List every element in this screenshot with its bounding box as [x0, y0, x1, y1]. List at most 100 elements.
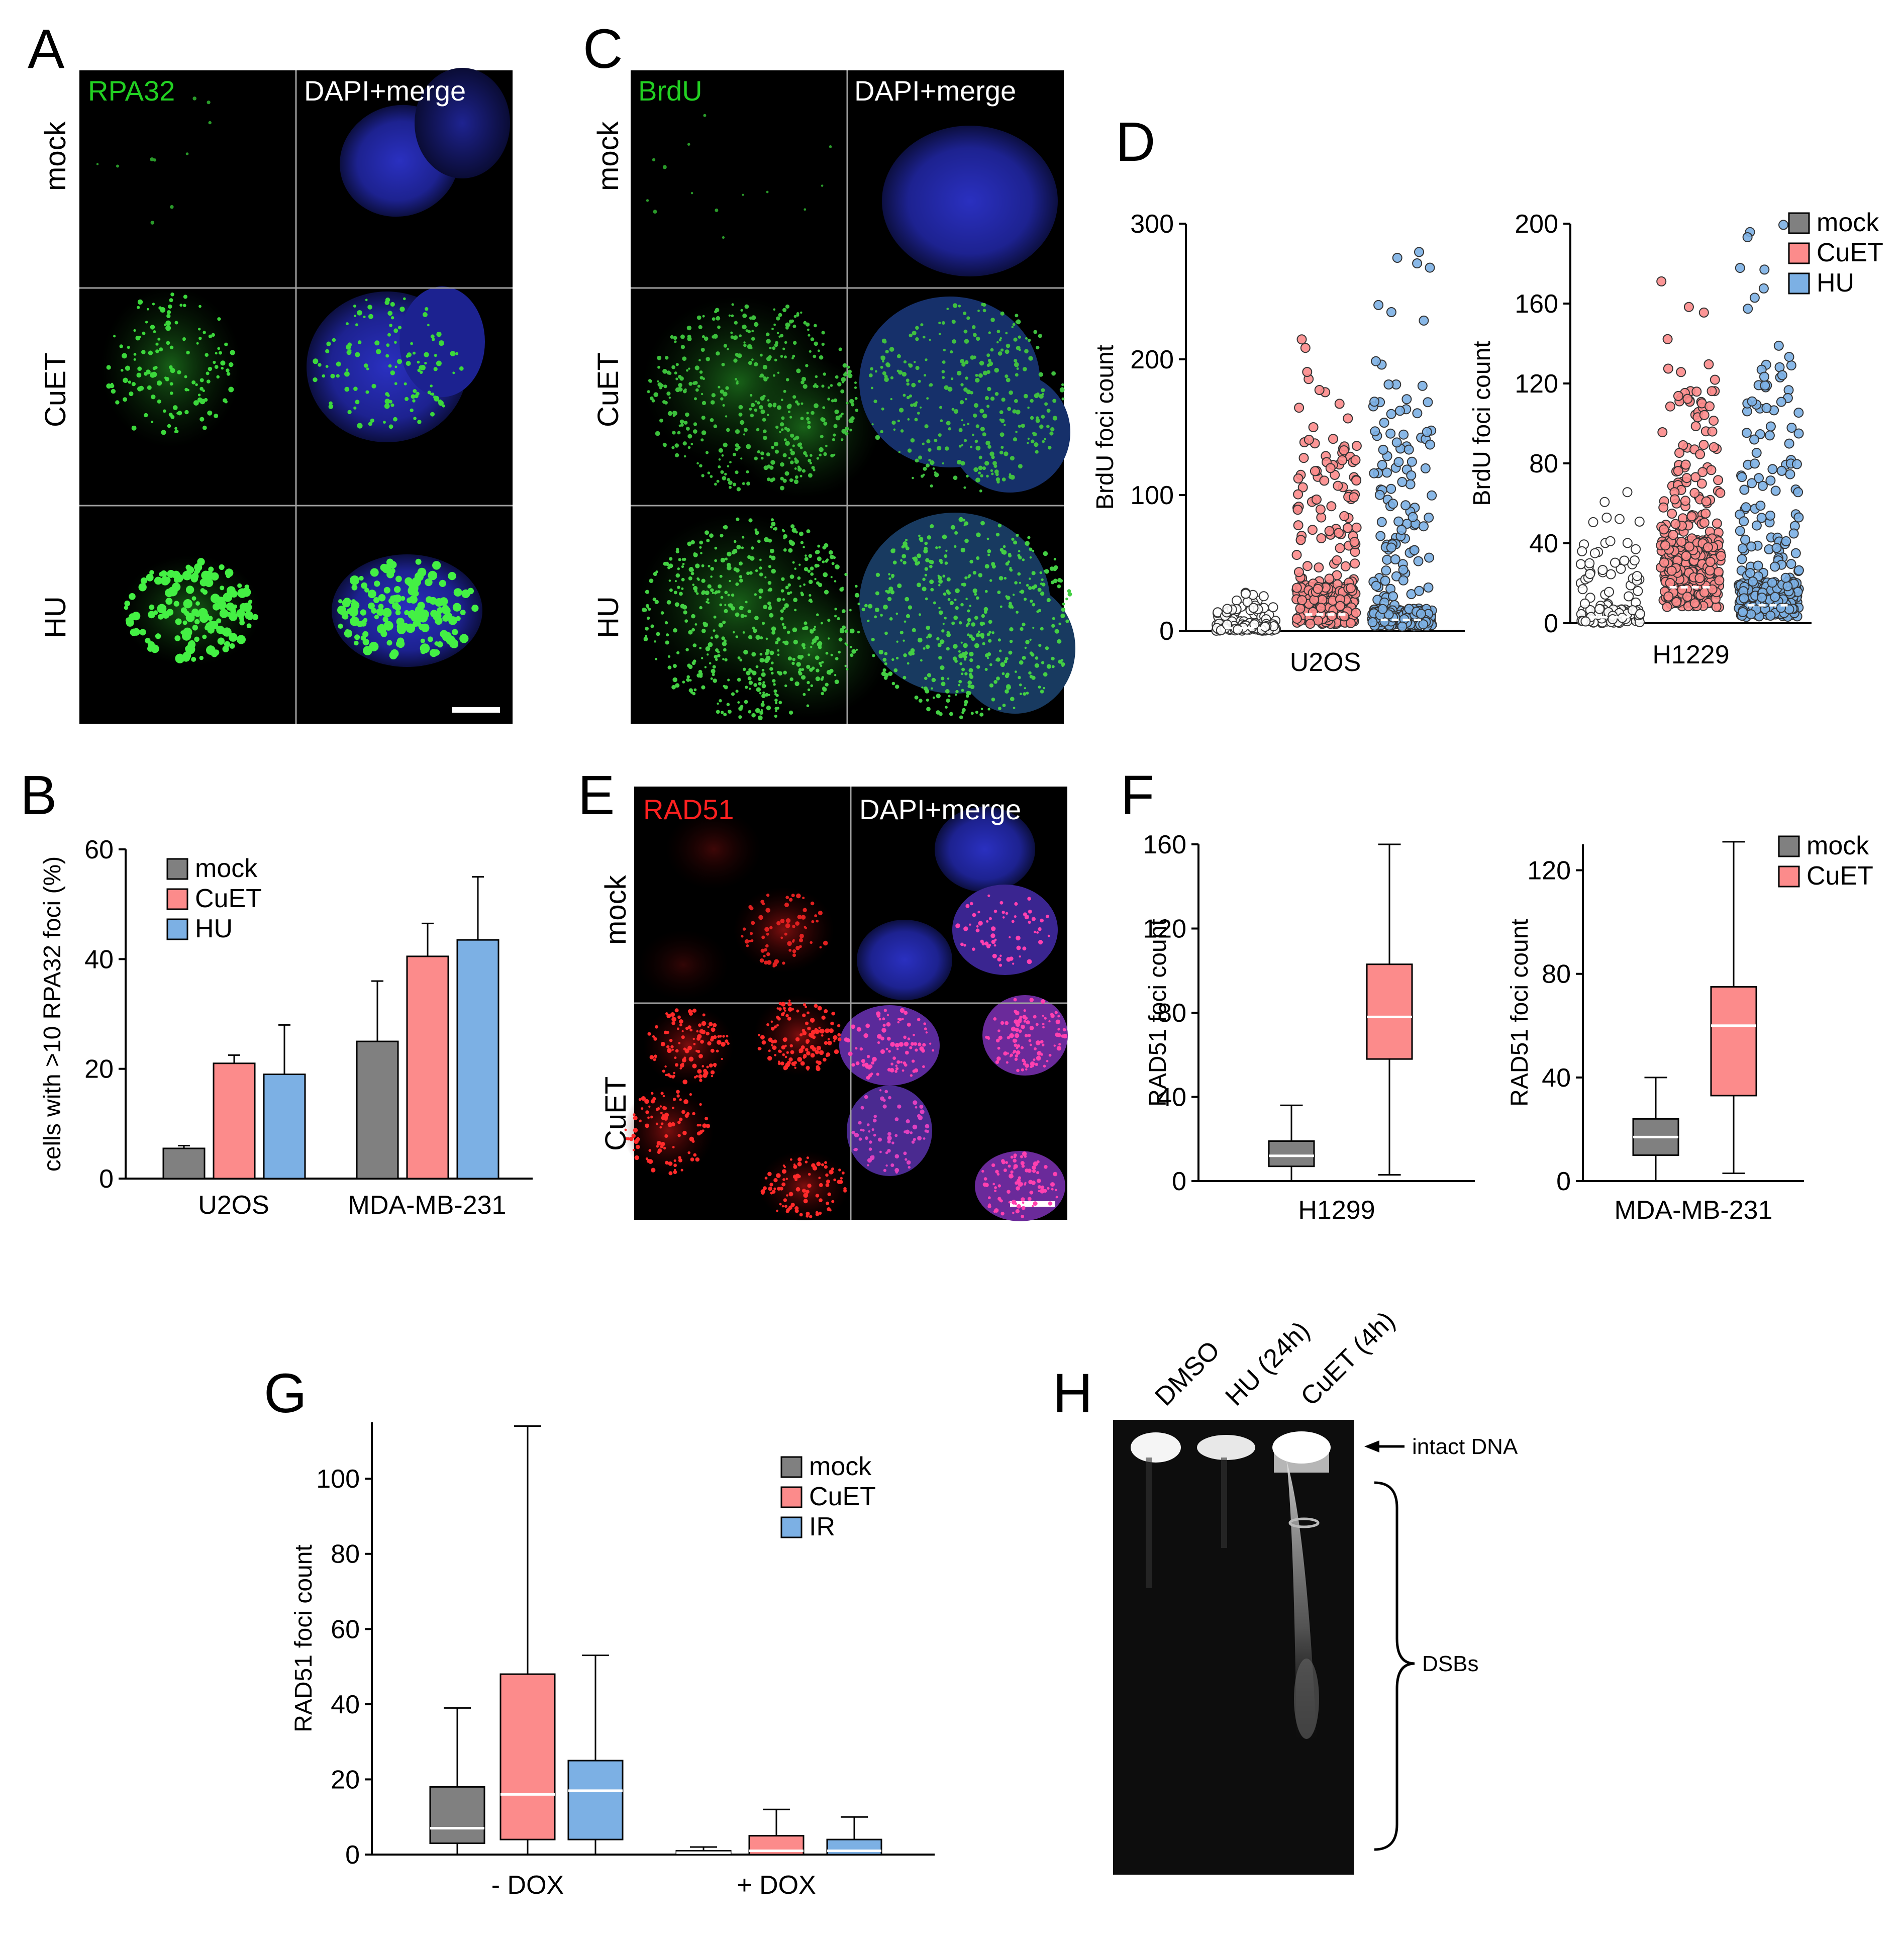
focus-dot — [819, 661, 822, 665]
data-point — [1346, 618, 1356, 628]
focus-dot — [846, 1038, 851, 1043]
focus-dot — [182, 337, 186, 341]
focus-dot — [986, 370, 990, 374]
focus-dot — [662, 369, 667, 374]
focus-dot — [922, 587, 927, 592]
focus-dot — [711, 1027, 716, 1032]
y-tick-label: 40 — [84, 945, 114, 974]
focus-dot — [901, 372, 907, 377]
focus-dot — [424, 352, 429, 357]
focus-dot — [384, 399, 390, 404]
focus-dot — [728, 603, 731, 607]
focus-dot — [1037, 1185, 1042, 1189]
data-point — [1793, 565, 1804, 575]
focus-dot — [759, 958, 764, 963]
focus-dot — [971, 325, 976, 329]
focus-dot — [1036, 931, 1039, 934]
focus-dot — [883, 1009, 887, 1012]
focus-dot — [883, 605, 888, 610]
focus-dot — [663, 384, 667, 389]
focus-dot — [699, 370, 703, 374]
data-point — [1328, 434, 1338, 444]
focus-dot — [1035, 450, 1039, 454]
focus-dot — [919, 613, 921, 616]
focus-dot — [363, 646, 372, 655]
focus-dot — [176, 412, 179, 415]
focus-dot — [1014, 581, 1018, 585]
focus-dot — [727, 551, 732, 557]
focus-dot — [918, 699, 923, 703]
focus-dot — [821, 331, 825, 335]
focus-dot — [700, 393, 704, 396]
focus-dot — [96, 163, 99, 165]
focus-dot — [766, 356, 771, 361]
focus-dot — [985, 440, 990, 446]
focus-dot — [762, 364, 767, 370]
focus-dot — [829, 145, 832, 148]
focus-dot — [748, 635, 753, 640]
focus-dot — [964, 538, 969, 543]
focus-dot — [773, 308, 776, 311]
focus-dot — [645, 1110, 649, 1114]
focus-dot — [395, 575, 402, 583]
focus-dot — [1018, 335, 1022, 339]
data-point — [1689, 488, 1700, 498]
focus-dot — [982, 413, 987, 419]
focus-dot — [1062, 1033, 1068, 1039]
data-point — [1291, 583, 1302, 593]
focus-dot — [1033, 1015, 1037, 1019]
focus-dot — [373, 597, 379, 603]
focus-dot — [161, 430, 166, 435]
focus-dot — [985, 653, 989, 657]
focus-dot — [875, 572, 880, 577]
focus-dot — [932, 467, 935, 470]
focus-dot — [806, 412, 809, 415]
focus-dot — [222, 361, 226, 365]
focus-dot — [116, 164, 119, 168]
focus-dot — [385, 298, 390, 303]
focus-dot — [1027, 1197, 1032, 1201]
focus-dot — [367, 305, 372, 310]
focus-dot — [969, 658, 973, 662]
focus-dot — [925, 358, 928, 361]
data-point — [1668, 530, 1678, 540]
focus-dot — [987, 553, 990, 556]
focus-dot — [192, 625, 198, 631]
focus-dot — [782, 598, 785, 601]
focus-dot — [826, 1201, 829, 1205]
focus-dot — [695, 388, 699, 392]
focus-dot — [664, 1112, 669, 1118]
data-point — [1765, 611, 1776, 621]
focus-dot — [1021, 1068, 1024, 1072]
focus-dot — [904, 1011, 908, 1015]
data-point — [1629, 555, 1640, 566]
focus-dot — [712, 317, 716, 321]
focus-dot — [987, 657, 989, 659]
focus-dot — [703, 114, 707, 117]
focus-dot — [928, 458, 931, 462]
focus-dot — [848, 369, 852, 374]
data-point — [1594, 604, 1605, 614]
focus-dot — [1005, 1161, 1008, 1164]
focus-dot — [750, 556, 755, 561]
focus-dot — [710, 588, 714, 593]
focus-dot — [760, 1035, 765, 1040]
focus-dot — [925, 1124, 930, 1129]
data-point — [1714, 566, 1724, 577]
focus-dot — [929, 383, 933, 387]
focus-dot — [929, 339, 931, 341]
data-point — [1707, 386, 1717, 397]
focus-dot — [1024, 914, 1029, 920]
focus-dot — [1016, 367, 1019, 370]
focus-dot — [771, 626, 776, 631]
focus-dot — [824, 543, 829, 548]
focus-dot — [1040, 999, 1046, 1004]
focus-dot — [893, 548, 895, 551]
focus-dot — [450, 351, 456, 356]
focus-dot — [1041, 1185, 1045, 1189]
focus-dot — [792, 341, 797, 345]
focus-dot — [771, 631, 775, 635]
focus-dot — [938, 333, 941, 336]
focus-dot — [746, 444, 751, 449]
data-point — [1790, 548, 1801, 558]
